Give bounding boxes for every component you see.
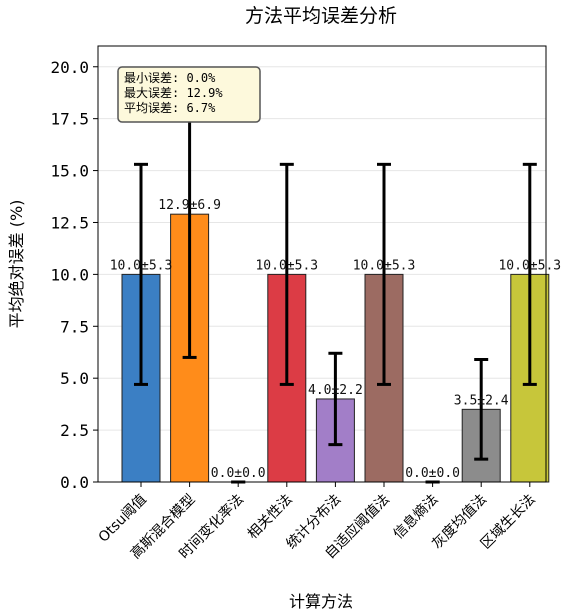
chart-title: 方法平均误差分析 (245, 5, 397, 27)
x-axis: Otsu阈值高斯混合模型时间变化率法相关性法统计分布法自适应阈值法信息熵法灰度均… (96, 482, 539, 562)
y-tick-label: 0.0 (60, 473, 89, 492)
y-tick-label: 5.0 (60, 369, 89, 388)
annotation-line: 最小误差: 0.0% (124, 71, 216, 85)
annotation-box: 最小误差: 0.0%最大误差: 12.9%平均误差: 6.7% (117, 66, 261, 123)
y-tick-label: 2.5 (60, 421, 89, 440)
data-label: 3.5±2.4 (454, 393, 509, 408)
y-tick-label: 15.0 (50, 162, 89, 181)
data-label: 10.0±5.3 (110, 258, 173, 273)
data-label: 0.0±0.0 (405, 466, 460, 481)
annotation-line: 最大误差: 12.9% (124, 86, 223, 100)
y-tick-label: 20.0 (50, 58, 89, 77)
x-axis-label: 计算方法 (289, 592, 353, 611)
data-label: 12.9±6.9 (158, 198, 221, 213)
plot-frame (97, 45, 547, 483)
y-tick-label: 7.5 (60, 317, 89, 336)
y-tick-label: 17.5 (50, 110, 89, 129)
annotation-line: 平均误差: 6.7% (124, 101, 216, 115)
data-label: 10.0±5.3 (498, 258, 561, 273)
data-label: 10.0±5.3 (353, 258, 416, 273)
x-tick-label: 相关性法 (245, 492, 296, 543)
annotation-background (117, 66, 261, 123)
y-tick-label: 10.0 (50, 265, 89, 284)
x-tick-label: 信息熵法 (390, 491, 442, 543)
y-axis: 0.0 2.5 5.0 7.5 10.0 12.5 15.0 17.5 20.0 (50, 58, 98, 492)
y-tick-label: 12.5 (50, 213, 89, 232)
data-label: 0.0±0.0 (211, 466, 266, 481)
data-label: 10.0±5.3 (255, 258, 318, 273)
data-label: 4.0±2.2 (308, 383, 363, 398)
data-labels: 10.0±5.3 12.9±6.9 0.0±0.0 10.0±5.3 4.0±2.2 10… (110, 198, 561, 481)
y-axis-label: 平均绝对误差 (%) (7, 200, 26, 329)
